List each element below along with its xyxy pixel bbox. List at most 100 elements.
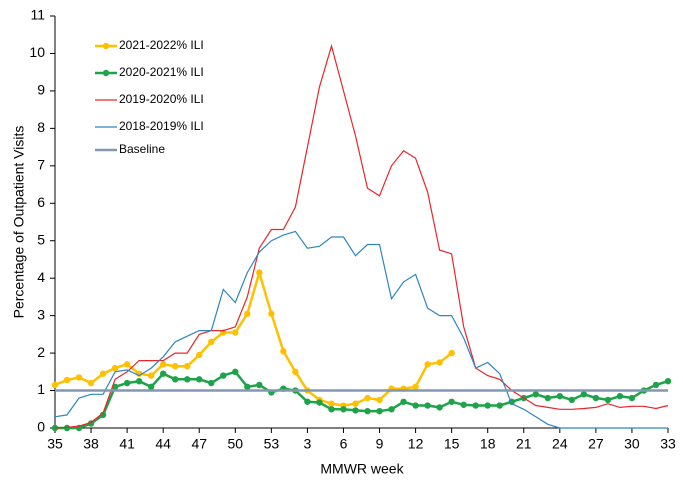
point — [208, 379, 215, 387]
y-tick-label: 11 — [30, 7, 45, 23]
x-tick-label: 24 — [552, 436, 568, 452]
point — [316, 399, 323, 406]
point — [256, 381, 263, 389]
x-tick-label: 44 — [155, 436, 171, 452]
point — [472, 402, 479, 409]
point — [196, 376, 203, 383]
point — [184, 376, 191, 383]
point — [412, 402, 419, 409]
legend-label: 2018-2019% ILI — [119, 119, 204, 133]
x-tick-label: 3 — [304, 436, 312, 452]
point — [63, 424, 71, 432]
point — [424, 361, 431, 368]
point — [616, 392, 624, 400]
x-axis-label: MMWR week — [320, 461, 404, 477]
x-tick-label: 33 — [660, 436, 676, 452]
y-tick-label: 2 — [37, 344, 45, 360]
point — [496, 402, 503, 409]
point — [292, 368, 299, 376]
x-tick-label: 47 — [191, 436, 207, 452]
x-tick-label: 6 — [340, 436, 348, 452]
y-tick-label: 10 — [29, 44, 45, 60]
y-tick-label: 0 — [37, 419, 45, 435]
point — [484, 402, 491, 409]
point — [340, 406, 347, 413]
point — [448, 398, 455, 405]
legend-label: 2020-2021% ILI — [119, 65, 204, 79]
point — [123, 361, 131, 368]
point — [244, 383, 251, 390]
series-line — [54, 43, 669, 429]
series-line — [54, 268, 453, 407]
x-tick-label: 38 — [83, 436, 99, 452]
point — [220, 372, 227, 379]
point — [532, 391, 539, 398]
x-tick-label: 53 — [264, 436, 280, 452]
point — [256, 269, 263, 276]
legend-label: 2021-2022% ILI — [119, 38, 204, 52]
point — [652, 381, 660, 389]
x-tick-label: 15 — [444, 436, 460, 452]
series-line — [54, 230, 668, 429]
point — [268, 310, 275, 317]
point — [460, 401, 467, 408]
point — [376, 396, 383, 404]
point — [99, 370, 107, 377]
point — [232, 329, 239, 336]
point — [400, 398, 407, 405]
point — [376, 407, 383, 415]
point — [328, 406, 335, 413]
y-tick-label: 3 — [37, 306, 45, 322]
point — [364, 407, 371, 415]
point — [424, 402, 431, 409]
point — [87, 379, 95, 387]
point — [664, 377, 672, 385]
y-tick-label: 9 — [37, 82, 45, 98]
point — [159, 361, 167, 368]
point — [628, 394, 636, 402]
point — [75, 374, 83, 381]
point — [580, 391, 588, 398]
point — [364, 394, 371, 402]
y-axis-label: Percentage of Outpatient Visits — [11, 126, 27, 319]
x-tick-label: 9 — [376, 436, 384, 452]
y-tick-label: 8 — [37, 119, 45, 135]
point — [196, 351, 203, 359]
legend-marker — [102, 69, 110, 77]
y-tick-label: 5 — [37, 231, 45, 247]
point — [352, 400, 359, 407]
point — [184, 363, 191, 370]
legend-label: 2019-2020% ILI — [119, 92, 204, 106]
point — [388, 406, 395, 413]
point — [412, 383, 419, 390]
y-tick-label: 7 — [37, 157, 45, 173]
x-tick-label: 30 — [624, 436, 640, 452]
y-tick-label: 6 — [37, 194, 45, 210]
point — [556, 392, 564, 400]
x-tick-label: 12 — [408, 436, 424, 452]
point — [304, 398, 311, 405]
point — [159, 370, 167, 377]
point — [544, 394, 552, 402]
point — [568, 396, 576, 404]
legend-marker — [102, 42, 110, 50]
y-tick-label: 1 — [37, 381, 45, 397]
legend-label: Baseline — [119, 142, 165, 156]
y-tick-label: 4 — [37, 269, 45, 285]
series-line — [55, 370, 669, 430]
point — [280, 348, 287, 355]
point — [448, 349, 455, 357]
point — [604, 396, 612, 404]
point — [592, 394, 600, 402]
point — [123, 379, 131, 387]
x-tick-label: 21 — [516, 436, 532, 452]
point — [208, 338, 215, 346]
point — [99, 411, 107, 419]
point — [436, 359, 443, 366]
x-tick-label: 18 — [480, 436, 496, 452]
x-tick-label: 35 — [47, 436, 63, 452]
point — [63, 376, 71, 384]
x-tick-label: 41 — [119, 436, 135, 452]
point — [171, 363, 179, 370]
